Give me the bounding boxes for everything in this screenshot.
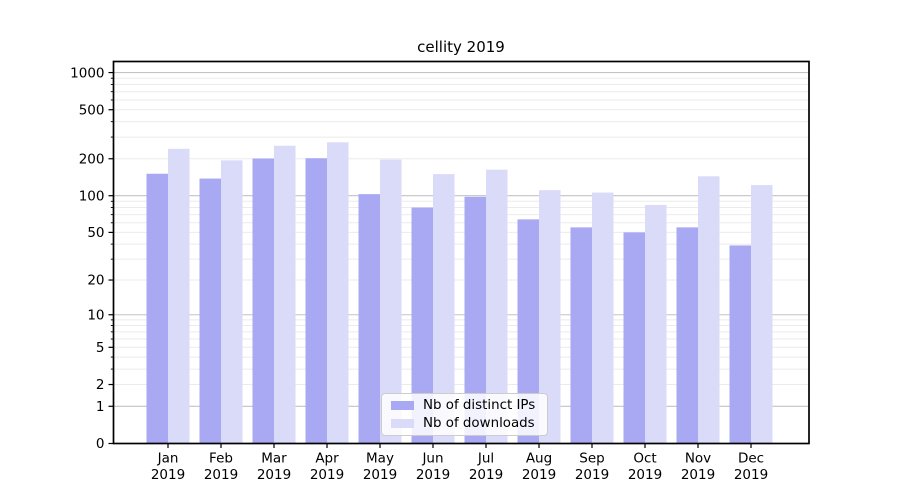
bar-distinct-ips bbox=[464, 196, 486, 444]
bar-distinct-ips bbox=[146, 173, 168, 444]
y-tick-label: 200 bbox=[79, 151, 105, 167]
y-tick-label: 1 bbox=[96, 399, 105, 415]
y-tick-label: 100 bbox=[79, 188, 105, 204]
legend-item-downloads: Nb of downloads bbox=[391, 415, 547, 431]
x-tick-label: May 2019 bbox=[363, 451, 397, 484]
bar-downloads bbox=[327, 142, 349, 444]
x-tick-label: Aug 2019 bbox=[522, 451, 556, 484]
chart-legend: Nb of distinct IPs Nb of downloads bbox=[381, 393, 548, 436]
y-tick-label: 50 bbox=[87, 225, 104, 241]
y-tick-label: 1000 bbox=[70, 65, 104, 81]
bar-distinct-ips bbox=[199, 178, 221, 444]
y-tick-label: 0 bbox=[96, 436, 105, 452]
y-tick-label: 10 bbox=[87, 307, 104, 323]
x-tick-label: Apr 2019 bbox=[310, 451, 344, 484]
legend-label-downloads: Nb of downloads bbox=[423, 415, 535, 431]
bar-distinct-ips bbox=[358, 194, 380, 444]
x-tick-label: Jul 2019 bbox=[469, 451, 503, 484]
y-tick-label: 5 bbox=[96, 340, 105, 356]
bar-distinct-ips bbox=[305, 158, 327, 444]
bar-distinct-ips bbox=[729, 245, 751, 444]
bar-downloads bbox=[592, 192, 614, 444]
legend-swatch-distinct-ips bbox=[391, 400, 414, 411]
bar-downloads bbox=[486, 169, 508, 444]
bar-downloads bbox=[380, 159, 402, 444]
bar-downloads bbox=[645, 204, 667, 444]
bar-distinct-ips bbox=[517, 219, 539, 444]
x-tick-label: Nov 2019 bbox=[681, 451, 715, 484]
bar-downloads bbox=[168, 148, 190, 444]
x-tick-label: Jan 2019 bbox=[151, 451, 185, 484]
bar-distinct-ips bbox=[570, 227, 592, 444]
bar-downloads bbox=[539, 190, 561, 444]
bar-downloads bbox=[698, 176, 720, 444]
y-tick-label: 2 bbox=[96, 377, 105, 393]
bar-distinct-ips bbox=[676, 227, 698, 444]
bar-downloads bbox=[433, 174, 455, 444]
x-tick-label: Oct 2019 bbox=[628, 451, 662, 484]
bar-distinct-ips bbox=[411, 207, 433, 444]
bar-distinct-ips bbox=[252, 158, 274, 444]
bar-downloads bbox=[274, 145, 296, 444]
axes-frame bbox=[112, 60, 810, 445]
bar-downloads bbox=[221, 160, 243, 444]
x-tick-label: Mar 2019 bbox=[257, 451, 291, 484]
legend-swatch-downloads bbox=[391, 418, 414, 429]
x-tick-label: Feb 2019 bbox=[204, 451, 238, 484]
chart-title: cellity 2019 bbox=[417, 38, 505, 56]
legend-item-distinct-ips: Nb of distinct IPs bbox=[391, 397, 547, 413]
x-tick-label: Dec 2019 bbox=[734, 451, 768, 484]
legend-label-distinct-ips: Nb of distinct IPs bbox=[423, 397, 536, 413]
bar-distinct-ips bbox=[623, 232, 645, 444]
y-tick-label: 20 bbox=[87, 273, 104, 289]
x-tick-label: Sep 2019 bbox=[575, 451, 609, 484]
x-tick-label: Jun 2019 bbox=[416, 451, 450, 484]
y-tick-label: 500 bbox=[79, 102, 105, 118]
bar-downloads bbox=[751, 185, 773, 444]
